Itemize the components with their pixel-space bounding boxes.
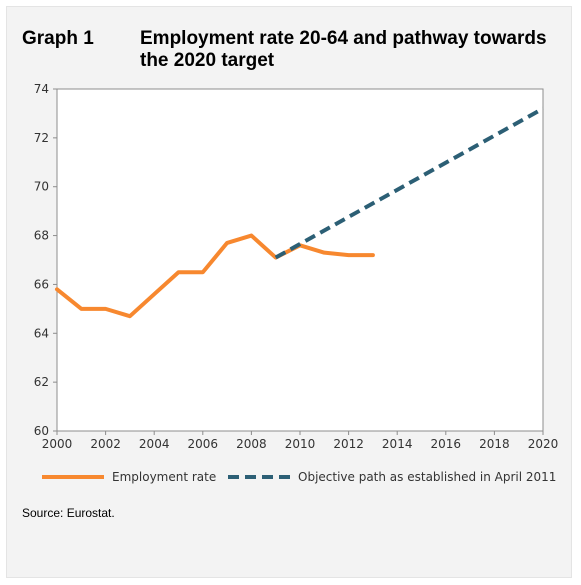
y-tick-label: 60 [34,424,49,438]
employment-rate-line [55,233,375,319]
graph-number: Graph 1 [22,28,94,49]
y-tick-label: 64 [34,326,49,340]
x-tick-label: 2020 [528,437,559,451]
plot-area [56,88,544,432]
x-tick-label: 2002 [90,437,121,451]
x-tick-label: 2012 [333,437,364,451]
y-tick-label: 68 [34,229,49,243]
series-layer [55,106,544,319]
title-block: Graph 1 Employment rate 20-64 and pathwa… [22,28,560,72]
y-tick-label: 70 [34,180,49,194]
x-tick-label: 2010 [285,437,316,451]
x-tick-label: 2004 [139,437,170,451]
x-tick-label: 2000 [42,437,73,451]
x-tick-label: 2008 [236,437,267,451]
x-tick-label: 2016 [431,437,462,451]
y-axis: 60 62 64 66 68 70 72 74 [34,82,57,438]
y-tick-label: 74 [34,82,49,96]
legend-label: Employment rate [112,470,216,484]
y-tick-label: 66 [34,277,49,291]
x-tick-label: 2006 [188,437,219,451]
x-tick-label: 2014 [382,437,413,451]
x-tick-label: 2018 [479,437,510,451]
source-note: Source: Eurostat. [22,506,115,520]
y-tick-label: 72 [34,131,49,145]
objective-path-line [274,106,544,260]
legend: Employment rate Objective path as establi… [42,470,556,484]
x-axis: 2000 2002 2004 2006 2008 2010 2012 2014 2016 2018… [42,431,559,451]
chart-title: Employment rate 20-64 and pathway toward… [140,28,547,71]
legend-label: Objective path as established in April 2… [298,470,556,484]
y-tick-label: 62 [34,375,49,389]
